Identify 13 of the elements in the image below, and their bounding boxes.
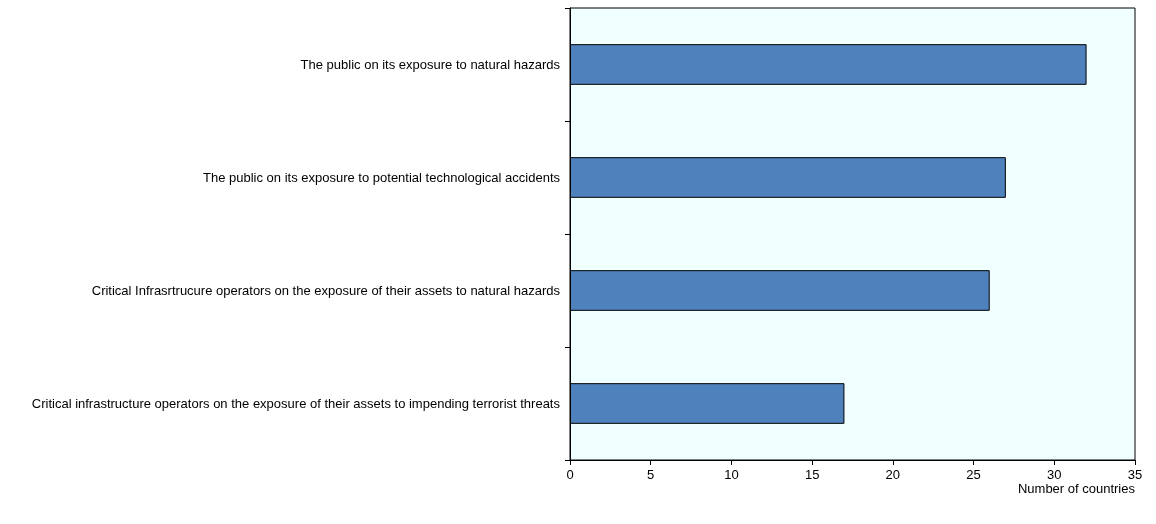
x-tick-label: 30 [1047,467,1062,482]
y-tick-label: The public on its exposure to natural hazards [300,57,561,72]
x-tick-label: 10 [724,467,739,482]
y-tick-label: Critical Infrasrtrucure operators on the exposure of their assets to natural hazards [91,283,561,298]
x-tick-label: 0 [566,467,574,482]
x-axis-title: Number of countries [1017,481,1136,496]
y-tick-label: Critical infrastructure operators on the exposure of their assets to impending terrorist threats [31,396,561,411]
y-tick-label: The public on its exposure to potential technological accidents [203,170,561,185]
x-tick-label: 20 [885,467,901,482]
x-tick-label: 5 [647,467,655,482]
x-tick-label: 35 [1127,467,1143,482]
x-tick-label: 25 [966,467,981,482]
x-tick-label: 15 [804,467,820,482]
